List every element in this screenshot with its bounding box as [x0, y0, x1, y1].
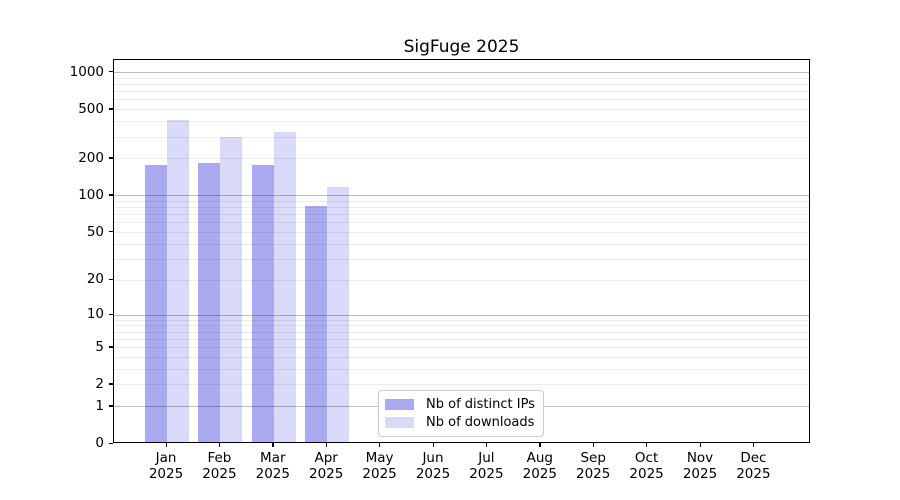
- x-tick-year: 2025: [629, 466, 664, 482]
- x-tick-mark: [218, 443, 221, 447]
- x-tick-mark: [699, 443, 701, 447]
- x-tick-mark: [272, 443, 274, 447]
- legend-label-downloads: Nb of downloads: [426, 415, 535, 430]
- x-tick-year: 2025: [682, 466, 718, 482]
- x-tick-mark: [539, 443, 541, 447]
- legend-label-distinct-ips: Nb of distinct IPs: [426, 397, 535, 412]
- legend-swatch-distinct-ips: [385, 399, 414, 410]
- x-tick-label-apr: Apr 2025: [294, 450, 358, 482]
- y-tick-mark: [109, 194, 113, 196]
- x-tick-mark: [752, 443, 755, 447]
- chart-title: SigFuge 2025: [403, 37, 520, 57]
- y-tick-label: 0: [95, 435, 104, 451]
- y-tick-label: 100: [78, 186, 104, 203]
- x-tick-month: Jun: [422, 450, 444, 466]
- y-tick-label: 200: [78, 149, 104, 166]
- x-tick-label-may: May 2025: [348, 450, 412, 482]
- x-tick-label-feb: Feb 2025: [187, 450, 251, 482]
- bars-layer: [114, 60, 809, 442]
- bar-distinct-ips-jan: [145, 164, 167, 442]
- y-tick-label: 20: [86, 271, 104, 288]
- x-tick-month: Nov: [686, 450, 714, 466]
- x-tick-label-oct: Oct 2025: [615, 450, 679, 482]
- x-tick-year: 2025: [736, 466, 771, 482]
- x-tick-year: 2025: [202, 466, 237, 482]
- x-tick-label-nov: Nov 2025: [668, 450, 732, 482]
- x-tick-mark: [592, 443, 595, 447]
- y-tick-mark: [109, 346, 113, 348]
- y-tick-label: 1: [95, 397, 104, 414]
- y-tick-mark: [109, 157, 113, 159]
- x-tick-month: Jan: [155, 450, 177, 466]
- x-tick-month: May: [365, 450, 394, 466]
- legend-item-distinct-ips: Nb of distinct IPs: [385, 397, 535, 412]
- x-tick-month: Sep: [580, 450, 606, 466]
- bar-downloads-jan: [167, 120, 189, 442]
- x-tick-year: 2025: [469, 466, 504, 482]
- x-tick-label-mar: Mar 2025: [241, 450, 305, 482]
- x-tick-month: Mar: [260, 450, 286, 466]
- y-tick-label: 500: [78, 100, 104, 117]
- bar-distinct-ips-apr: [305, 206, 328, 442]
- y-tick-mark: [109, 231, 113, 233]
- x-tick-label-dec: Dec 2025: [721, 450, 785, 482]
- y-tick-mark: [109, 383, 113, 385]
- y-tick-label: 2: [95, 375, 104, 392]
- y-tick-mark: [109, 71, 113, 73]
- x-tick-month: Jul: [478, 450, 495, 466]
- x-tick-year: 2025: [148, 466, 184, 482]
- x-tick-label-jun: Jun 2025: [401, 450, 465, 482]
- y-tick-label: 10: [86, 306, 104, 323]
- x-tick-year: 2025: [415, 466, 451, 482]
- y-tick-mark: [109, 108, 113, 110]
- x-tick-year: 2025: [576, 466, 611, 482]
- bar-downloads-feb: [220, 136, 243, 442]
- bar-distinct-ips-mar: [251, 164, 274, 442]
- x-tick-month: Dec: [740, 450, 767, 466]
- x-tick-month: Oct: [634, 450, 659, 466]
- x-tick-mark: [325, 443, 328, 447]
- x-tick-label-jan: Jan 2025: [134, 450, 198, 482]
- x-tick-year: 2025: [362, 466, 397, 482]
- legend-item-downloads: Nb of downloads: [385, 415, 535, 430]
- x-tick-mark: [646, 443, 648, 447]
- bar-downloads-mar: [273, 131, 296, 442]
- x-tick-month: Apr: [314, 450, 338, 466]
- y-tick-label: 1000: [69, 63, 104, 80]
- x-tick-mark: [432, 443, 434, 447]
- x-tick-mark: [379, 443, 381, 447]
- x-tick-mark: [485, 443, 488, 447]
- x-tick-year: 2025: [255, 466, 290, 482]
- y-tick-mark: [109, 442, 113, 444]
- y-tick-label: 50: [86, 223, 104, 240]
- x-tick-label-aug: Aug 2025: [508, 450, 572, 482]
- x-tick-label-jul: Jul 2025: [454, 450, 518, 482]
- y-tick-mark: [109, 313, 113, 315]
- legend-swatch-downloads: [385, 417, 414, 428]
- x-tick-year: 2025: [309, 466, 344, 482]
- legend: Nb of distinct IPs Nb of downloads: [378, 390, 544, 437]
- x-tick-year: 2025: [522, 466, 557, 482]
- y-tick-mark: [109, 278, 113, 281]
- x-tick-month: Aug: [526, 450, 553, 466]
- y-tick-mark: [109, 405, 113, 407]
- plot-area: [113, 59, 810, 443]
- x-tick-mark: [165, 443, 167, 447]
- bar-downloads-apr: [327, 186, 350, 442]
- y-tick-label: 5: [95, 338, 104, 355]
- x-tick-month: Feb: [207, 450, 232, 466]
- bar-distinct-ips-feb: [198, 162, 221, 442]
- x-tick-label-sep: Sep 2025: [561, 450, 625, 482]
